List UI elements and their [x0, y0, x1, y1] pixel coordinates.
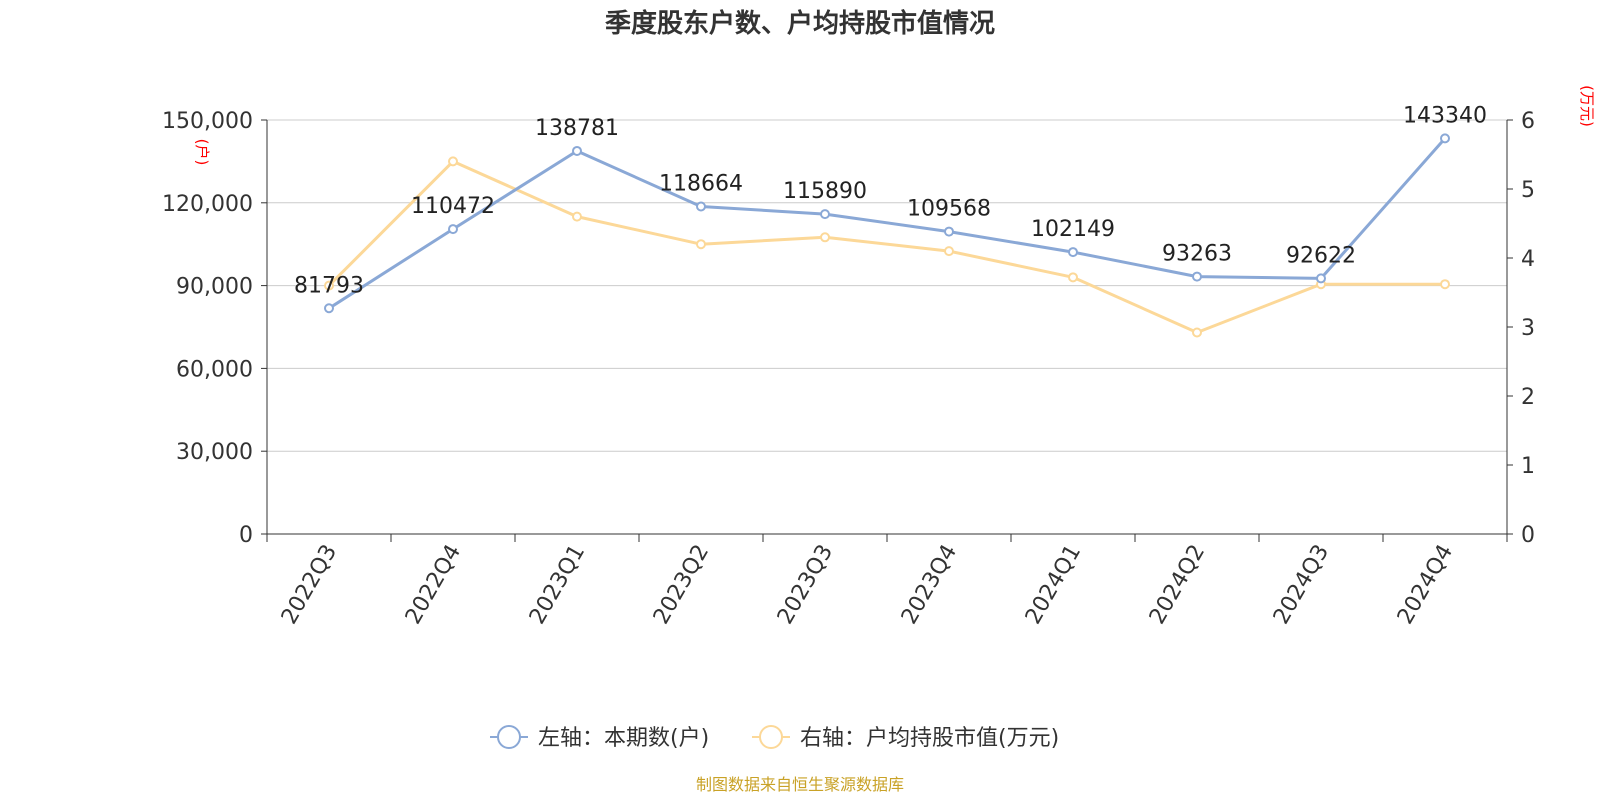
legend-item-left-series[interactable]: 左轴：本期数(户): [490, 725, 709, 751]
chart-title: 季度股东户数、户均持股市值情况: [605, 8, 995, 39]
data-point-left: [572, 145, 582, 156]
left-axis-unit: (户): [193, 139, 211, 166]
right-axis-tick-label: 2: [1521, 385, 1535, 410]
x-axis-tick-label: 2024Q2: [1145, 541, 1210, 629]
x-axis-tick-label: 2024Q3: [1269, 541, 1334, 629]
series-line-right: [327, 159, 1445, 334]
data-point-left: [944, 226, 954, 237]
left-axis-tick-label: 0: [239, 523, 253, 548]
left-axis-tick-label: 30,000: [176, 440, 253, 465]
data-label: 115890: [783, 179, 867, 204]
data-label: 81793: [294, 273, 364, 298]
left-axis-tick-label: 90,000: [176, 275, 253, 300]
series-line-left: [328, 137, 1447, 310]
x-axis-tick-label: 2023Q4: [897, 541, 962, 629]
x-axis-tick-label: 2022Q4: [401, 541, 466, 629]
data-point-left: [1192, 271, 1202, 282]
gridlines: [267, 119, 1507, 452]
right-axis-tick-label: 1: [1521, 454, 1535, 479]
right-axis-tick-label: 3: [1521, 316, 1535, 341]
legend-marker-left-icon: [497, 725, 521, 749]
right-axis-tick-label: 6: [1521, 109, 1535, 134]
legend-marker-right-icon: [759, 725, 783, 749]
x-axis-tick-label: 2024Q4: [1393, 541, 1458, 629]
data-point-right: [1068, 272, 1078, 283]
right-axis-tick-label: 0: [1521, 523, 1535, 548]
x-axis-tick-label: 2023Q3: [773, 541, 838, 629]
data-point-right: [1440, 279, 1450, 290]
left-axis-tick-label: 60,000: [176, 357, 253, 382]
data-point-left: [324, 303, 334, 314]
legend-item-right-series[interactable]: 右轴：户均持股市值(万元): [752, 725, 1059, 751]
x-axis-tick-label: 2023Q1: [525, 541, 590, 629]
legend-label-right: 右轴：户均持股市值(万元): [800, 726, 1059, 751]
right-axis-tick-label: 5: [1521, 178, 1535, 203]
data-label: 138781: [535, 116, 619, 141]
data-point-left: [1068, 247, 1078, 258]
data-point-left: [820, 209, 830, 220]
data-label: 143340: [1403, 103, 1487, 128]
series-lines: [324, 133, 1450, 338]
data-point-left: [448, 224, 458, 235]
data-point-right: [324, 280, 334, 291]
data-label: 92622: [1286, 243, 1356, 268]
source-note: 制图数据来自恒生聚源数据库: [696, 775, 904, 794]
legend-label-left: 左轴：本期数(户): [538, 726, 709, 751]
data-label: 93263: [1162, 242, 1232, 267]
data-point-right: [572, 211, 582, 222]
legend[interactable]: 左轴：本期数(户) 右轴：户均持股市值(万元): [490, 725, 1059, 751]
data-point-right: [696, 239, 706, 250]
right-axis-unit: (万元): [1578, 85, 1596, 127]
x-axis-tick-label: 2023Q2: [649, 541, 714, 629]
data-point-right: [1192, 327, 1202, 338]
data-label: 102149: [1031, 217, 1115, 242]
left-axis-tick-label: 120,000: [162, 192, 253, 217]
x-axis-tick-label: 2022Q3: [277, 541, 342, 629]
data-point-right: [448, 156, 458, 167]
data-label: 118664: [659, 171, 743, 196]
left-axis-tick-label: 150,000: [162, 109, 253, 134]
data-point-left: [696, 201, 706, 212]
data-point-right: [820, 232, 830, 243]
x-axis-tick-label: 2024Q1: [1021, 541, 1086, 629]
data-point-left: [1440, 133, 1450, 144]
right-axis-tick-label: 4: [1521, 247, 1535, 272]
data-label: 109568: [907, 197, 991, 222]
data-label: 110472: [411, 194, 495, 219]
data-labels: 81793 110472 138781 118664 115890 109568 10214…: [294, 103, 1487, 298]
data-point-right: [944, 246, 954, 257]
data-point-left: [1316, 273, 1326, 284]
